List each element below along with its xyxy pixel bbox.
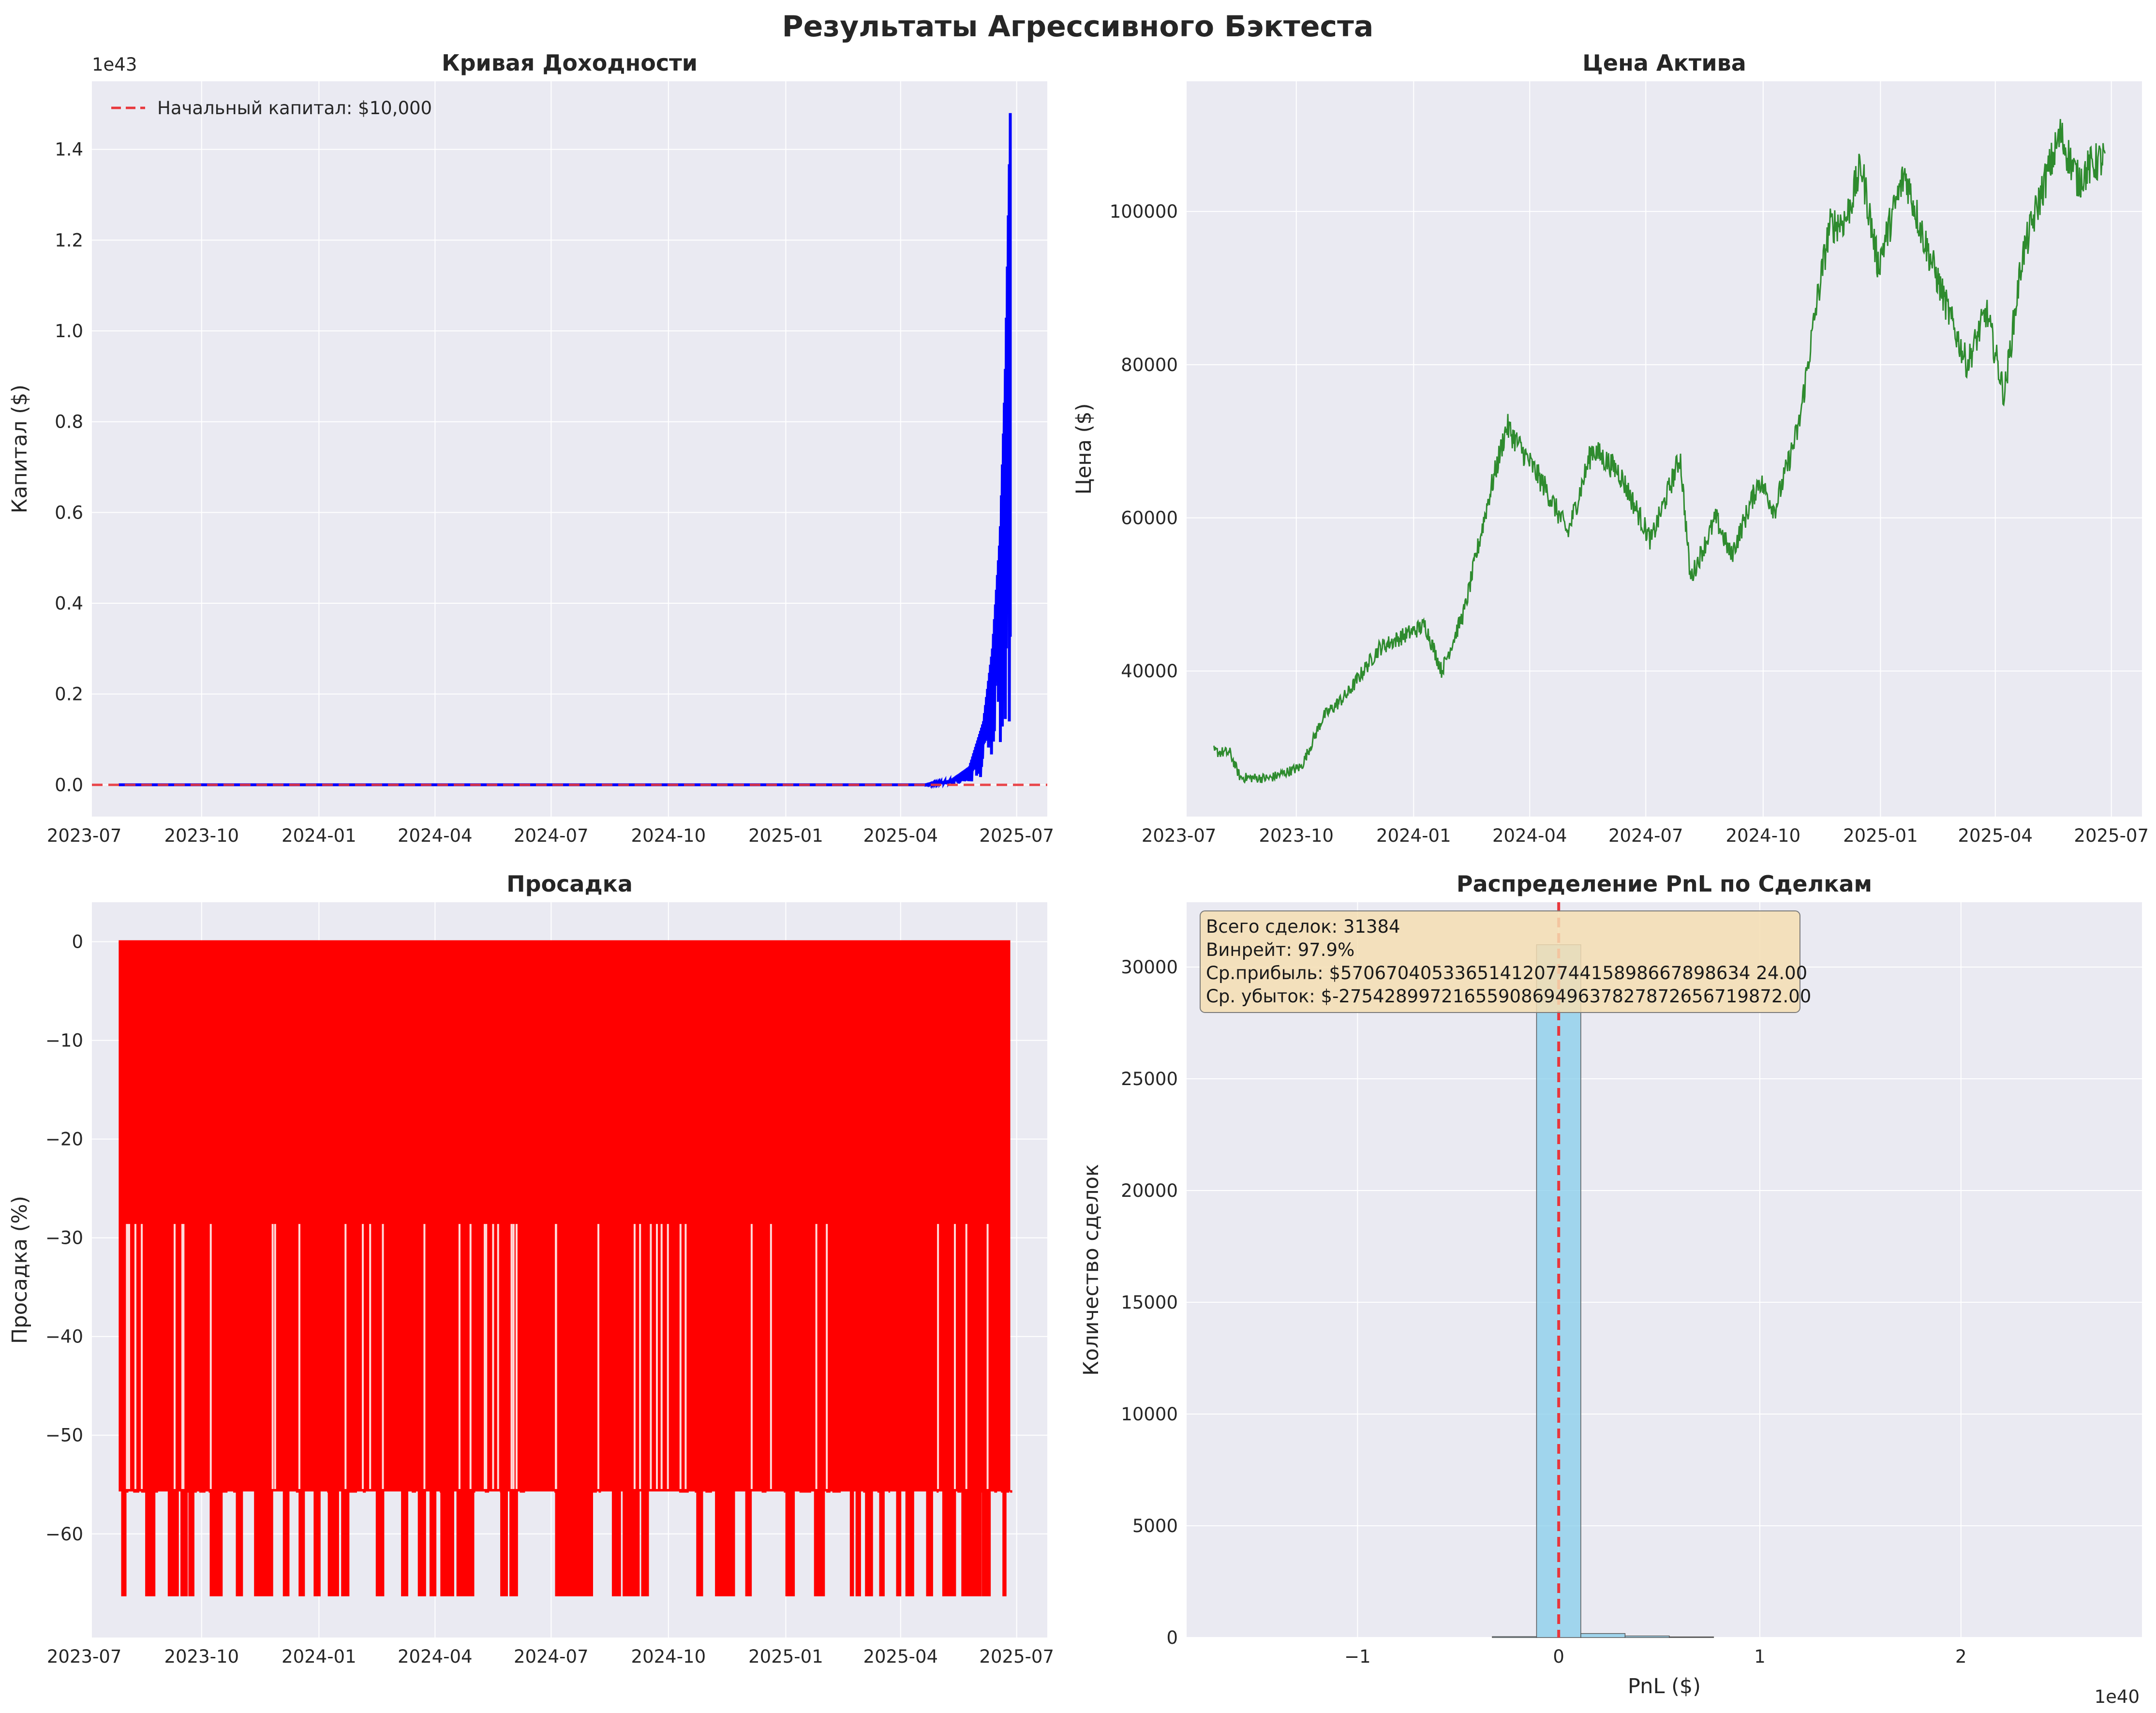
x-tick-label: 2024-07	[514, 1646, 589, 1667]
x-tick-label: 2024-07	[1608, 825, 1683, 846]
y-tick-label: 0	[72, 932, 83, 953]
x-tick-label: 1	[1754, 1646, 1766, 1667]
x-tick-label: 2025-07	[979, 825, 1054, 846]
panel-title: Кривая Доходности	[442, 50, 698, 76]
equity-curve-panel: Кривая Доходности 0.0 0.2 0.4 0.6 0.8 1.0 1.2 1.…	[8, 50, 1054, 846]
x-tick-label: 2024-07	[514, 825, 589, 846]
y-tick-label: 0.2	[55, 684, 83, 705]
y-tick-label: 5000	[1132, 1516, 1178, 1536]
x-tick-label: 2023-10	[164, 1646, 239, 1667]
y-tick-label: −10	[45, 1030, 83, 1051]
x-tick-label: 2025-07	[979, 1646, 1054, 1667]
stats-line: Ср.прибыль: $570670405336514120774415898…	[1206, 963, 1807, 983]
pnl-distribution-panel: Распределение PnL по Сделкам 0 5000 10000 15…	[1079, 871, 2142, 1707]
y-tick-label: 0.0	[55, 775, 83, 795]
x-tick-label: 2025-01	[748, 825, 823, 846]
x-tick-label: 2024-04	[398, 825, 473, 846]
x-tick-label: 2024-04	[1492, 825, 1567, 846]
legend-label: Начальный капитал: $10,000	[157, 98, 432, 119]
x-tick-label: 2024-04	[398, 1646, 473, 1667]
y-tick-label: 15000	[1121, 1292, 1178, 1313]
y-offset-label: 1e43	[92, 54, 137, 75]
x-tick-label: 2024-10	[1726, 825, 1801, 846]
price-line	[1213, 119, 2106, 784]
y-tick-label: 30000	[1121, 957, 1178, 978]
y-tick-label: 0.8	[55, 412, 83, 432]
y-tick-label: 40000	[1121, 661, 1178, 682]
y-axis-label: Просадка (%)	[8, 1196, 32, 1344]
stats-box	[1200, 910, 1800, 1013]
x-tick-label: 0	[1553, 1646, 1564, 1667]
x-tick-label: 2023-10	[1259, 825, 1334, 846]
y-axis-label: Цена ($)	[1072, 403, 1096, 495]
y-tick-label: −40	[45, 1326, 83, 1347]
drawdown-area	[119, 941, 1011, 1492]
stats-line: Ср. убыток: $-27542899721655908694963782…	[1206, 986, 1811, 1007]
y-tick-label: 1.0	[55, 321, 83, 342]
y-tick-label: 0.6	[55, 502, 83, 523]
y-tick-label: −30	[45, 1228, 83, 1249]
drawdown-gaps	[126, 1224, 989, 1490]
x-tick-label: 2023-07	[47, 1646, 122, 1667]
x-tick-label: 2024-10	[631, 825, 706, 846]
x-tick-label: 2024-01	[282, 825, 357, 846]
y-tick-label: 1.2	[55, 230, 83, 251]
drawdown-spikes	[121, 1490, 1012, 1596]
y-tick-label: 0	[1166, 1627, 1178, 1648]
x-axis-label: PnL ($)	[1628, 1674, 1701, 1698]
y-tick-label: 0.4	[55, 593, 83, 614]
x-tick-label: 2	[1955, 1646, 1967, 1667]
x-tick-label: 2024-10	[631, 1646, 706, 1667]
x-tick-label: 2025-04	[863, 1646, 938, 1667]
y-tick-label: 10000	[1121, 1404, 1178, 1425]
x-tick-label: −1	[1344, 1646, 1371, 1667]
y-axis-label: Количество сделок	[1079, 1164, 1103, 1376]
histogram-bar	[1669, 1636, 1714, 1638]
panel-title: Просадка	[506, 871, 633, 897]
panel-title: Цена Актива	[1582, 50, 1746, 76]
x-tick-label: 2023-10	[164, 825, 239, 846]
x-offset-label: 1e40	[2095, 1686, 2140, 1707]
y-tick-label: 1.4	[55, 139, 83, 160]
y-tick-label: 100000	[1110, 201, 1178, 222]
x-tick-label: 2023-07	[47, 825, 122, 846]
x-tick-label: 2025-04	[1958, 825, 2033, 846]
plot-area	[1187, 902, 2142, 1638]
y-tick-label: 60000	[1121, 508, 1178, 529]
x-tick-label: 2025-01	[748, 1646, 823, 1667]
x-tick-label: 2025-01	[1843, 825, 1918, 846]
y-tick-label: −20	[45, 1129, 83, 1150]
histogram-bar	[1624, 1636, 1670, 1638]
figure-title: Результаты Агрессивного Бэктеста	[782, 10, 1374, 44]
x-tick-label: 2024-01	[1376, 825, 1451, 846]
histogram-bar	[1492, 1636, 1537, 1638]
histogram-bar	[1580, 1633, 1626, 1638]
y-tick-label: −50	[45, 1425, 83, 1446]
stats-line: Всего сделок: 31384	[1206, 916, 1400, 937]
y-tick-label: 20000	[1121, 1180, 1178, 1201]
panel-title: Распределение PnL по Сделкам	[1457, 871, 1872, 897]
asset-price-panel: Цена Актива 40000 60000 80000 100000 2023-07 2…	[1072, 50, 2149, 846]
plot-area	[92, 81, 1047, 817]
y-tick-label: 25000	[1121, 1069, 1178, 1089]
x-tick-label: 2023-07	[1142, 825, 1217, 846]
drawdown-panel: Просадка 0 −10 −20 −30 −40 −50 −60 2023-07 2023-1…	[8, 871, 1054, 1667]
x-tick-label: 2025-04	[863, 825, 938, 846]
y-tick-label: 80000	[1121, 355, 1178, 375]
y-axis-label: Капитал ($)	[8, 385, 32, 513]
stats-line: Винрейт: 97.9%	[1206, 939, 1354, 960]
y-tick-label: −60	[45, 1524, 83, 1545]
x-tick-label: 2024-01	[282, 1646, 357, 1667]
x-tick-label: 2025-07	[2074, 825, 2149, 846]
